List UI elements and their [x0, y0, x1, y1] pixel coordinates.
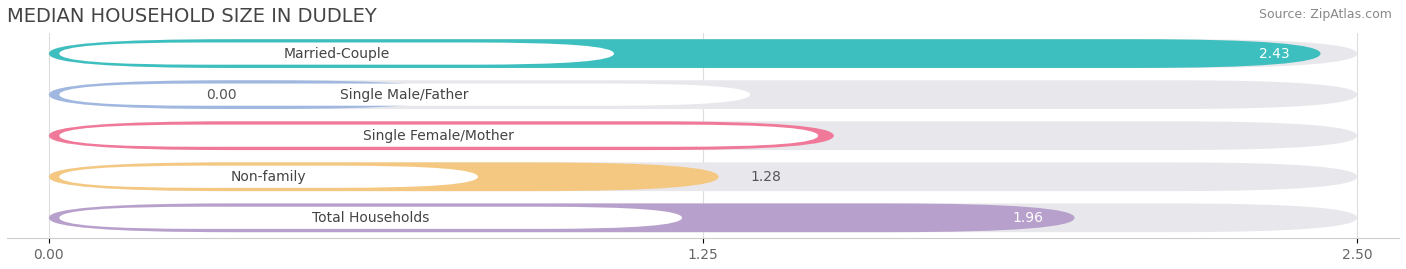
Text: Source: ZipAtlas.com: Source: ZipAtlas.com [1258, 8, 1392, 21]
Text: Total Households: Total Households [312, 211, 429, 225]
FancyBboxPatch shape [59, 84, 751, 106]
FancyBboxPatch shape [49, 203, 1357, 232]
FancyBboxPatch shape [49, 203, 1074, 232]
FancyBboxPatch shape [59, 166, 478, 188]
Text: Single Female/Mother: Single Female/Mother [363, 129, 515, 143]
Text: 2.43: 2.43 [1258, 47, 1289, 61]
Text: 1.50: 1.50 [772, 129, 803, 143]
FancyBboxPatch shape [49, 121, 834, 150]
Text: MEDIAN HOUSEHOLD SIZE IN DUDLEY: MEDIAN HOUSEHOLD SIZE IN DUDLEY [7, 7, 377, 26]
Text: 0.00: 0.00 [205, 88, 236, 102]
FancyBboxPatch shape [49, 121, 1357, 150]
FancyBboxPatch shape [49, 39, 1357, 68]
Text: 1.96: 1.96 [1012, 211, 1043, 225]
FancyBboxPatch shape [59, 125, 818, 147]
Text: Non-family: Non-family [231, 170, 307, 184]
FancyBboxPatch shape [49, 80, 1357, 109]
Text: Single Male/Father: Single Male/Father [340, 88, 470, 102]
Text: Married-Couple: Married-Couple [284, 47, 389, 61]
FancyBboxPatch shape [49, 80, 451, 109]
FancyBboxPatch shape [49, 162, 718, 191]
Text: 1.28: 1.28 [751, 170, 780, 184]
FancyBboxPatch shape [59, 43, 614, 65]
FancyBboxPatch shape [59, 207, 682, 229]
FancyBboxPatch shape [49, 39, 1320, 68]
FancyBboxPatch shape [49, 162, 1357, 191]
